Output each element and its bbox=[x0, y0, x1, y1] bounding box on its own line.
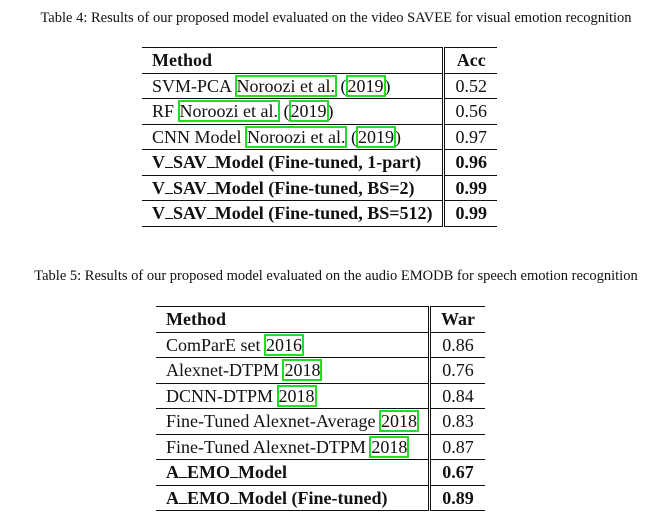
citation-year-link[interactable]: 2018 bbox=[282, 359, 323, 382]
table5-row: Fine-Tuned Alexnet-Average 2018 0.83 bbox=[156, 408, 485, 435]
value-cell: 0.96 bbox=[443, 149, 497, 176]
method-cell: A EMO Model (Fine-tuned) bbox=[156, 485, 431, 511]
citation-year-link[interactable]: 2019 bbox=[345, 74, 386, 97]
citation-year-link[interactable]: 2016 bbox=[264, 333, 304, 356]
method-suffix: Model (Fine-tuned) bbox=[238, 487, 388, 508]
value-cell: 0.89 bbox=[429, 485, 485, 511]
value-cell: 0.86 bbox=[429, 332, 485, 358]
underscore-glyph bbox=[179, 463, 187, 479]
method-mid: EMO bbox=[187, 487, 230, 508]
table4-row: RF Noroozi et al. (2019) 0.56 bbox=[142, 98, 497, 125]
value-cell: 0.76 bbox=[429, 357, 485, 384]
method-name: DCNN-DTPM bbox=[166, 385, 274, 406]
method-suffix: Model (Fine-tuned, BS=512) bbox=[214, 203, 433, 224]
value-cell: 0.83 bbox=[429, 408, 485, 435]
table4-header-metric: Acc bbox=[443, 47, 497, 74]
value-cell: 0.87 bbox=[429, 434, 485, 460]
method-prefix: V bbox=[152, 203, 165, 224]
value-cell: 0.84 bbox=[429, 383, 485, 409]
paren: ) bbox=[327, 101, 334, 122]
table4-header-method: Method bbox=[142, 47, 446, 74]
method-cell: Fine-Tuned Alexnet-Average 2018 bbox=[156, 408, 431, 435]
method-name: RF bbox=[152, 101, 175, 122]
method-cell: V SAV Model (Fine-tuned, BS=512) bbox=[142, 200, 446, 227]
method-prefix: A bbox=[166, 487, 179, 508]
underscore-glyph bbox=[206, 204, 215, 220]
method-name: Fine-Tuned Alexnet-Average bbox=[166, 411, 376, 432]
paren: ) bbox=[394, 126, 401, 147]
method-cell: RF Noroozi et al. (2019) bbox=[142, 98, 446, 125]
underscore-glyph bbox=[230, 463, 238, 479]
table5-header-row: Method War bbox=[156, 306, 485, 333]
table4: Method Acc SVM-PCA Noroozi et al. (2019)… bbox=[142, 47, 497, 227]
value-cell: 0.67 bbox=[429, 459, 485, 486]
method-cell: A EMO Model bbox=[156, 459, 431, 486]
table5-header-metric: War bbox=[429, 306, 485, 333]
table5-row: ComParE set 2016 0.86 bbox=[156, 332, 485, 358]
method-cell: DCNN-DTPM 2018 bbox=[156, 383, 431, 409]
method-cell: CNN Model Noroozi et al. (2019) bbox=[142, 124, 446, 150]
method-cell: V SAV Model (Fine-tuned, 1-part) bbox=[142, 149, 446, 176]
value-cell: 0.99 bbox=[443, 175, 497, 201]
method-prefix: A bbox=[166, 462, 179, 483]
paren: ( bbox=[283, 101, 290, 122]
method-suffix: Model bbox=[238, 462, 287, 483]
method-prefix: V bbox=[152, 152, 165, 173]
value-cell: 0.97 bbox=[443, 124, 497, 150]
paren: ( bbox=[340, 75, 347, 96]
method-cell: V SAV Model (Fine-tuned, BS=2) bbox=[142, 175, 446, 201]
method-cell: Fine-Tuned Alexnet-DTPM 2018 bbox=[156, 434, 431, 460]
table5-row: A EMO Model (Fine-tuned) 0.89 bbox=[156, 485, 485, 511]
underscore-glyph bbox=[165, 179, 173, 194]
citation-link[interactable]: Noroozi et al. bbox=[234, 74, 338, 97]
table5-row: Alexnet-DTPM 2018 0.76 bbox=[156, 357, 485, 384]
table4-row: V SAV Model (Fine-tuned, 1-part) 0.96 bbox=[142, 149, 497, 176]
value-cell: 0.99 bbox=[443, 200, 497, 227]
method-prefix: V bbox=[152, 177, 165, 198]
table4-row: CNN Model Noroozi et al. (2019) 0.97 bbox=[142, 124, 497, 150]
table4-caption: Table 4: Results of our proposed model e… bbox=[40, 10, 632, 26]
method-mid: SAV bbox=[173, 152, 207, 173]
underscore-glyph bbox=[165, 153, 173, 169]
method-mid: SAV bbox=[173, 177, 207, 198]
method-name: Fine-Tuned Alexnet-DTPM bbox=[166, 436, 366, 457]
table5-row: A EMO Model 0.67 bbox=[156, 459, 485, 486]
underscore-glyph bbox=[179, 489, 187, 504]
value-cell: 0.52 bbox=[443, 73, 497, 99]
method-mid: SAV bbox=[173, 203, 207, 224]
method-mid: EMO bbox=[187, 462, 230, 483]
paren: ( bbox=[350, 126, 357, 147]
underscore-glyph bbox=[206, 153, 215, 169]
table4-row: SVM-PCA Noroozi et al. (2019) 0.52 bbox=[142, 73, 497, 99]
citation-year-link[interactable]: 2018 bbox=[276, 384, 317, 407]
table5-header-method: Method bbox=[156, 306, 431, 333]
citation-link[interactable]: Noroozi et al. bbox=[244, 125, 348, 148]
table5-row: DCNN-DTPM 2018 0.84 bbox=[156, 383, 485, 409]
citation-year-link[interactable]: 2019 bbox=[355, 125, 396, 148]
citation-year-link[interactable]: 2018 bbox=[369, 435, 410, 458]
table5-row: Fine-Tuned Alexnet-DTPM 2018 0.87 bbox=[156, 434, 485, 460]
method-cell: ComParE set 2016 bbox=[156, 332, 431, 358]
table4-header-row: Method Acc bbox=[142, 47, 497, 74]
method-suffix: Model (Fine-tuned, 1-part) bbox=[214, 152, 422, 173]
citation-link[interactable]: Noroozi et al. bbox=[177, 100, 281, 123]
citation-year-link[interactable]: 2018 bbox=[378, 410, 419, 433]
table5-caption: Table 5: Results of our proposed model e… bbox=[34, 268, 638, 284]
method-name: CNN Model bbox=[152, 126, 242, 147]
table4-row: V SAV Model (Fine-tuned, BS=512) 0.99 bbox=[142, 200, 497, 227]
underscore-glyph bbox=[230, 489, 238, 504]
citation-year-link[interactable]: 2019 bbox=[288, 100, 329, 123]
paren: ) bbox=[384, 75, 391, 96]
method-cell: Alexnet-DTPM 2018 bbox=[156, 357, 431, 384]
method-name: Alexnet-DTPM bbox=[166, 360, 279, 381]
method-name: SVM-PCA bbox=[152, 75, 232, 96]
underscore-glyph bbox=[165, 204, 173, 220]
table5: Method War ComParE set 2016 0.86 Alexnet… bbox=[156, 306, 485, 511]
table4-row: V SAV Model (Fine-tuned, BS=2) 0.99 bbox=[142, 175, 497, 201]
method-suffix: Model (Fine-tuned, BS=2) bbox=[214, 177, 415, 198]
method-name: ComParE set bbox=[166, 334, 261, 355]
method-cell: SVM-PCA Noroozi et al. (2019) bbox=[142, 73, 446, 99]
underscore-glyph bbox=[206, 179, 215, 194]
value-cell: 0.56 bbox=[443, 98, 497, 125]
